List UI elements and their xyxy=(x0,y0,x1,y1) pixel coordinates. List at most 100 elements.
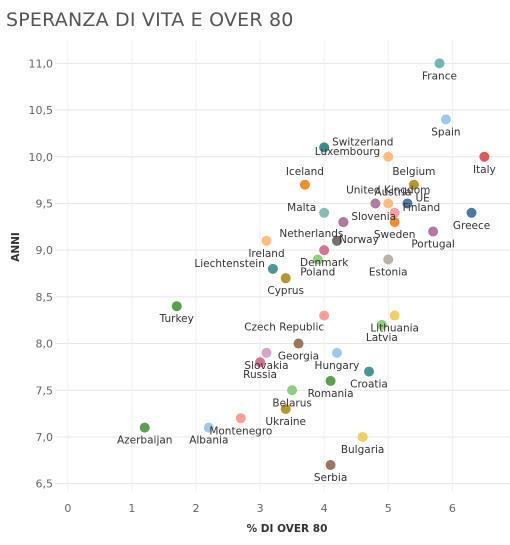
y-tick-label: 11,0 xyxy=(29,57,54,70)
data-point[interactable] xyxy=(287,385,298,396)
point-label: Denmark xyxy=(300,257,349,269)
data-point[interactable] xyxy=(434,58,445,69)
y-tick-label: 10,0 xyxy=(29,151,54,164)
data-point[interactable] xyxy=(383,198,394,209)
data-point[interactable] xyxy=(389,217,400,228)
point-label: Estonia xyxy=(369,266,408,278)
x-tick-label: 4 xyxy=(321,502,328,515)
y-tick-label: 8,0 xyxy=(36,338,54,351)
data-point[interactable] xyxy=(319,142,330,153)
chart-title: SPERANZA DI VITA E OVER 80 xyxy=(6,9,294,31)
point-label: Cyprus xyxy=(267,285,304,297)
data-point[interactable] xyxy=(331,235,342,246)
y-tick-label: 9,5 xyxy=(36,197,54,210)
data-point[interactable] xyxy=(293,338,304,349)
data-point[interactable] xyxy=(370,198,381,209)
data-point[interactable] xyxy=(319,310,330,321)
y-tick-label: 10,5 xyxy=(29,104,54,117)
point-label: UE xyxy=(415,192,429,204)
data-point[interactable] xyxy=(331,347,342,358)
y-tick-label: 7,5 xyxy=(36,384,54,397)
point-label: Albania xyxy=(189,435,228,447)
point-label: Portugal xyxy=(411,238,455,250)
point-label: Montenegro xyxy=(209,425,272,437)
data-point[interactable] xyxy=(383,254,394,265)
point-label: Serbia xyxy=(314,472,347,484)
data-point[interactable] xyxy=(440,114,451,125)
data-point[interactable] xyxy=(171,301,182,312)
point-label: Hungary xyxy=(315,360,360,372)
point-label: Croatia xyxy=(350,379,388,391)
data-point[interactable] xyxy=(312,254,323,265)
point-label: Slovakia xyxy=(244,360,288,372)
data-point[interactable] xyxy=(402,198,413,209)
data-point[interactable] xyxy=(466,207,477,218)
data-point[interactable] xyxy=(383,151,394,162)
data-point[interactable] xyxy=(261,235,272,246)
data-point[interactable] xyxy=(255,357,266,368)
x-tick-label: 3 xyxy=(257,502,264,515)
data-point[interactable] xyxy=(389,207,400,218)
data-point[interactable] xyxy=(325,375,336,386)
point-label: Luxembourg xyxy=(315,146,380,158)
x-axis-ticks: 0 1 2 3 4 5 6 xyxy=(64,502,456,515)
point-label: Belarus xyxy=(272,397,311,409)
data-point[interactable] xyxy=(389,310,400,321)
y-axis-ticks: 6,5 7,0 7,5 8,0 8,5 9,0 9,5 10,0 10,5 11,0 xyxy=(29,57,54,490)
data-point[interactable] xyxy=(139,422,150,433)
point-label: Slovenia xyxy=(351,211,396,223)
data-point[interactable] xyxy=(235,413,246,424)
data-point[interactable] xyxy=(299,179,310,190)
data-point[interactable] xyxy=(325,459,336,470)
y-tick-label: 9,0 xyxy=(36,244,54,257)
point-label: Georgia xyxy=(278,351,319,363)
point-label: Latvia xyxy=(366,332,398,344)
data-point[interactable] xyxy=(203,422,214,433)
point-label: Ireland xyxy=(248,248,284,260)
point-label: Belgium xyxy=(392,166,435,178)
data-point[interactable] xyxy=(280,273,291,284)
x-tick-label: 1 xyxy=(128,502,135,515)
x-tick-label: 2 xyxy=(192,502,199,515)
point-label: Netherlands xyxy=(279,228,343,240)
data-point[interactable] xyxy=(267,263,278,274)
data-point[interactable] xyxy=(319,245,330,256)
point-label: France xyxy=(422,70,457,82)
point-label: Bulgaria xyxy=(341,444,385,456)
point-label: Switzerland xyxy=(332,136,393,148)
data-point[interactable] xyxy=(479,151,490,162)
point-label: Liechtenstein xyxy=(194,258,265,270)
data-point[interactable] xyxy=(364,366,375,377)
data-point[interactable] xyxy=(338,217,349,228)
point-label: Austria xyxy=(374,186,411,198)
data-point[interactable] xyxy=(357,431,368,442)
data-point[interactable] xyxy=(376,319,387,330)
y-tick-label: 6,5 xyxy=(36,478,54,491)
point-label: Iceland xyxy=(286,166,324,178)
point-label: Ukraine xyxy=(265,416,306,428)
y-axis-title: ANNI xyxy=(10,232,22,262)
x-tick-label: 5 xyxy=(385,502,392,515)
point-label: Poland xyxy=(300,266,335,278)
point-label: Italy xyxy=(473,164,496,176)
x-tick-label: 6 xyxy=(449,502,456,515)
point-label: Czech Republic xyxy=(244,322,324,334)
data-point[interactable] xyxy=(319,207,330,218)
data-point[interactable] xyxy=(428,226,439,237)
point-label: Sweden xyxy=(374,229,416,241)
point-label: Turkey xyxy=(159,313,194,325)
data-point[interactable] xyxy=(280,403,291,414)
data-point[interactable] xyxy=(261,347,272,358)
point-label: Azerbaijan xyxy=(117,435,173,447)
grid xyxy=(55,40,510,493)
data-points xyxy=(139,58,490,470)
x-axis-title: % DI OVER 80 xyxy=(247,523,328,535)
point-label: Finland xyxy=(403,202,441,214)
y-tick-label: 7,0 xyxy=(36,431,54,444)
point-label: Spain xyxy=(431,126,460,138)
point-label: Norway xyxy=(339,234,379,246)
point-label: Malta xyxy=(287,202,316,214)
data-point[interactable] xyxy=(408,179,419,190)
